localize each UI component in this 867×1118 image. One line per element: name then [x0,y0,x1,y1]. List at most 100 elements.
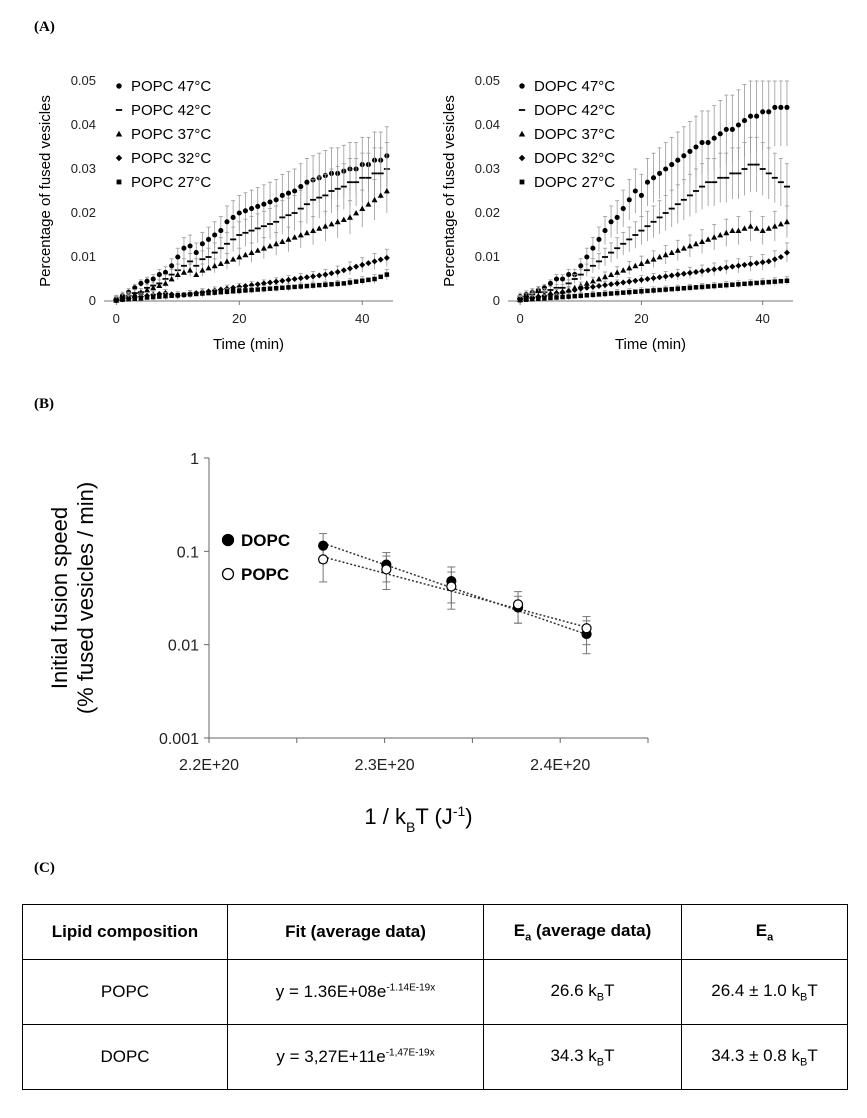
y-tick-label: 0.001 [159,731,199,748]
data-point [261,201,267,207]
data-point [675,286,681,291]
y-axis-label: Percentage of fused vesicles [37,95,54,287]
data-point [699,268,706,275]
table-row-popc: POPC y = 1.36E+08e-1.14E-19x 26.6 kBT 26… [22,959,848,1025]
data-point [267,279,274,286]
data-point [260,280,267,287]
data-point [383,254,390,261]
data-point [377,172,384,175]
data-point [692,268,699,275]
y-tick-label: 0.01 [168,638,199,655]
data-point [626,278,633,285]
data-point [335,281,340,287]
data-point [784,278,790,284]
header-lipid-composition: Lipid composition [22,904,228,960]
data-point [334,218,341,225]
data-point [168,273,175,276]
data-point [747,261,754,268]
data-point [377,192,384,198]
data-point [663,166,669,172]
data-point [729,227,736,233]
legend-marker [115,109,123,111]
data-point [163,293,168,299]
data-point [687,285,693,291]
data-point [620,206,626,212]
y-tick-label: 0 [89,293,96,308]
cell-ea-average-end: T [604,1045,615,1065]
data-point [729,172,736,175]
data-point [748,281,753,286]
data-point [156,272,162,278]
data-point [662,273,669,280]
x-axis-label-part: T (J [415,804,452,829]
data-point [553,286,560,289]
y-tick-label: 1 [190,451,199,468]
data-point [297,207,304,210]
data-point [217,260,224,266]
x-tick-label: 40 [755,311,769,326]
data-point [126,296,131,302]
data-point [650,275,657,282]
cell-ea-end: T [807,980,818,1000]
data-point [347,280,353,285]
data-point [608,251,615,254]
data-point [578,263,584,269]
cell-lipid: POPC [22,959,228,1025]
table-header-row: Lipid composition Fit (average data) Ea … [22,904,848,960]
data-point [359,261,366,268]
data-point [760,280,765,285]
x-axis-label: Time (min) [615,336,686,353]
trendline [322,542,587,636]
data-point [645,288,650,294]
legend-label: POPC 42°C [131,102,211,119]
data-point [218,289,224,295]
data-point [255,287,260,292]
data-point [662,212,669,214]
data-point [175,254,181,260]
cell-ea: 26.4 ± 1.0 kBT [681,959,848,1025]
data-point [723,176,730,179]
data-point [138,280,144,286]
data-point [199,267,206,273]
data-point [620,267,627,273]
data-point [316,272,323,279]
data-point [273,197,279,203]
data-point [765,172,772,175]
data-point [322,223,329,229]
legend-marker [115,130,123,137]
data-point [680,270,687,277]
data-point [120,297,125,302]
data-point [717,176,724,179]
data-point [699,185,706,188]
data-point [602,273,609,280]
data-point [371,196,378,203]
data-point [584,293,590,298]
data-point [692,190,699,192]
data-point [633,289,638,295]
data-point [243,288,248,293]
data-point [286,285,291,290]
data-point [260,245,267,251]
data-point [236,283,243,290]
cell-ea-sub: B [799,991,808,1004]
x-tick-label: 0 [113,311,120,326]
data-point [193,291,199,297]
data-point [517,297,523,303]
data-point [150,284,157,291]
data-point [626,238,633,241]
data-point [359,176,366,179]
data-point [254,227,261,230]
data-point [626,197,632,203]
data-point [285,276,292,283]
data-point [754,113,760,119]
data-point [187,267,194,273]
x-axis-label-part: -1 [453,803,466,819]
data-point [298,284,304,289]
data-point [650,175,657,181]
cell-fit: y = 1.36E+08e-1.14E-19x [227,959,484,1025]
data-point [174,271,181,277]
data-point [596,236,602,242]
data-point [705,267,712,274]
data-point [230,256,237,262]
data-point [577,273,584,276]
